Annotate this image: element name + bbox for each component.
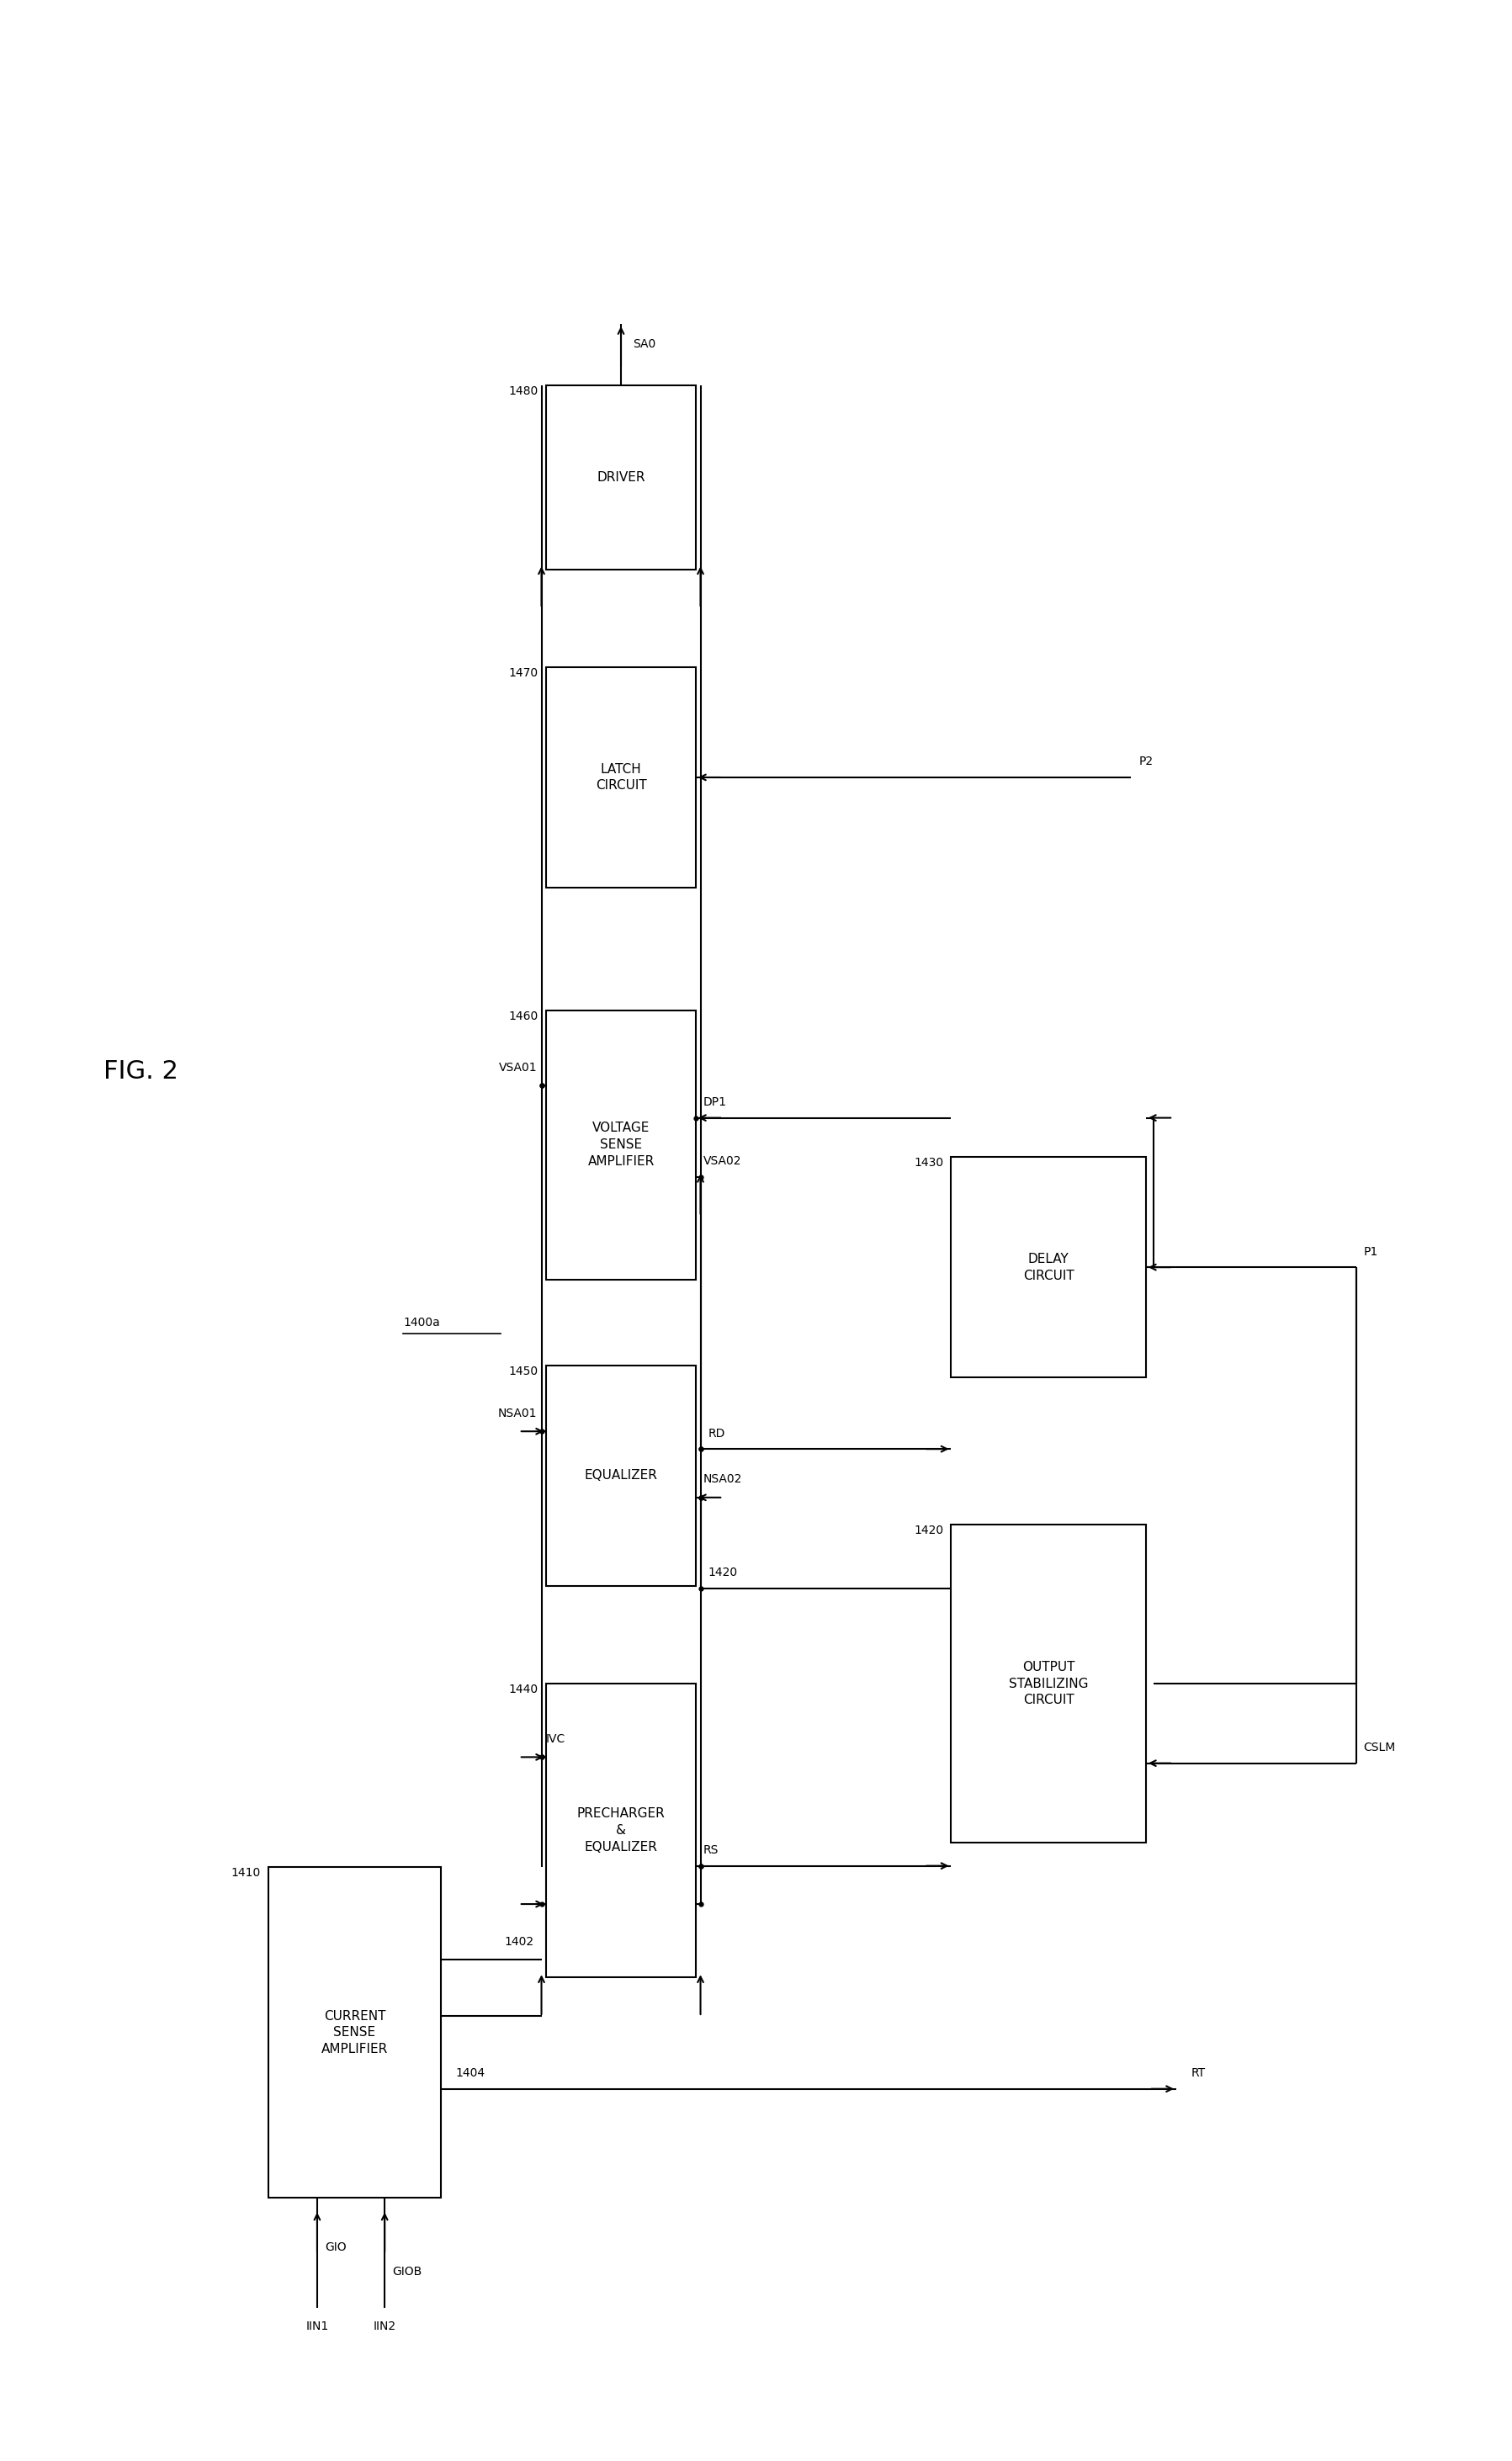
Text: EQUALIZER: EQUALIZER	[585, 1469, 658, 1482]
Text: P2: P2	[1139, 756, 1154, 768]
Text: 1410: 1410	[231, 1868, 262, 1880]
Text: P1: P1	[1364, 1245, 1377, 1258]
Text: 1400a: 1400a	[404, 1317, 440, 1329]
Text: GIO: GIO	[325, 2242, 346, 2252]
Text: CURRENT
SENSE
AMPLIFIER: CURRENT SENSE AMPLIFIER	[322, 2011, 389, 2055]
Text: GIOB: GIOB	[392, 2267, 422, 2276]
Text: VSA01: VSA01	[499, 1061, 537, 1073]
Bar	[546, 1683, 696, 1979]
Text: IVC: IVC	[546, 1733, 565, 1745]
Text: 1480: 1480	[510, 386, 538, 396]
Text: NSA01: NSA01	[497, 1408, 537, 1420]
Text: 1440: 1440	[510, 1683, 538, 1696]
Text: DELAY
CIRCUIT: DELAY CIRCUIT	[1024, 1253, 1074, 1282]
Bar	[546, 386, 696, 568]
Text: 1420: 1420	[913, 1523, 943, 1536]
Text: IIN1: IIN1	[305, 2321, 328, 2333]
Text: IIN2: IIN2	[373, 2321, 396, 2333]
Text: RS: RS	[703, 1843, 718, 1856]
Text: DRIVER: DRIVER	[597, 470, 646, 485]
Text: LATCH
CIRCUIT: LATCH CIRCUIT	[596, 763, 647, 792]
Text: 1402: 1402	[505, 1937, 534, 1947]
Text: CSLM: CSLM	[1364, 1742, 1396, 1752]
Text: RT: RT	[1191, 2067, 1205, 2080]
Text: FIG. 2: FIG. 2	[103, 1058, 178, 1083]
Text: 1420: 1420	[708, 1568, 738, 1578]
Bar	[269, 1868, 442, 2198]
Bar	[546, 1009, 696, 1280]
Text: RD: RD	[708, 1427, 726, 1440]
Text: OUTPUT
STABILIZING
CIRCUIT: OUTPUT STABILIZING CIRCUIT	[1009, 1661, 1089, 1705]
Bar	[951, 1523, 1146, 1843]
Text: 1450: 1450	[510, 1366, 538, 1378]
Bar	[951, 1157, 1146, 1378]
Text: SA0: SA0	[634, 337, 656, 349]
Text: 1404: 1404	[457, 2067, 485, 2080]
Text: DP1: DP1	[703, 1095, 727, 1107]
Text: 1430: 1430	[913, 1157, 943, 1169]
Text: VSA02: VSA02	[703, 1157, 742, 1167]
Bar	[546, 1366, 696, 1585]
Text: 1460: 1460	[510, 1009, 538, 1021]
Text: VOLTAGE
SENSE
AMPLIFIER: VOLTAGE SENSE AMPLIFIER	[588, 1122, 655, 1167]
Text: NSA02: NSA02	[703, 1474, 742, 1486]
Text: PRECHARGER
&
EQUALIZER: PRECHARGER & EQUALIZER	[578, 1809, 665, 1853]
Text: 1470: 1470	[510, 667, 538, 679]
Bar	[546, 667, 696, 888]
